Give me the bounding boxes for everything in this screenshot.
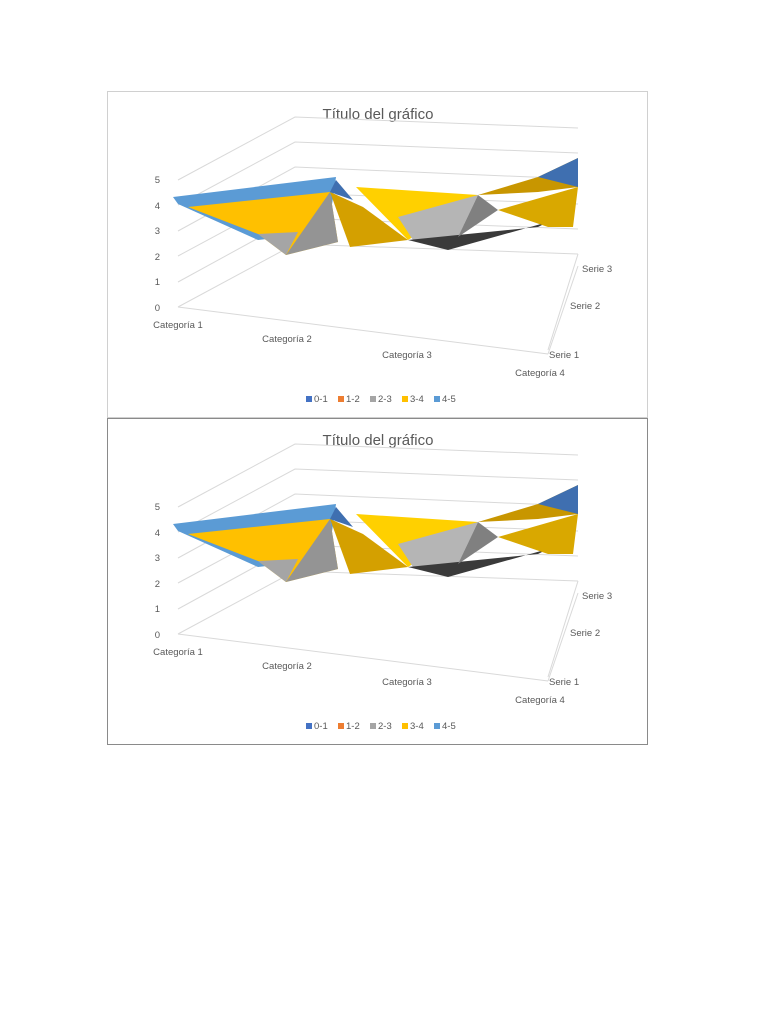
surface-patch [286, 519, 338, 582]
category-label: Categoría 3 [382, 350, 432, 361]
category-label: Categoría 1 [153, 320, 203, 331]
legend-swatch [306, 396, 312, 402]
z-tick: 5 [155, 502, 160, 513]
surface-patch [330, 192, 408, 247]
category-label: Categoría 2 [262, 334, 312, 345]
surface-patch [286, 192, 338, 255]
chart-2-svg: Título del gráfico [153, 432, 612, 732]
legend-swatch [306, 723, 312, 729]
series-label: Serie 1 [549, 677, 579, 688]
legend-swatch [338, 723, 344, 729]
legend-swatch [402, 723, 408, 729]
legend-label: 4-5 [442, 394, 456, 405]
category-axis: Categoría 1 Categoría 2 Categoría 3 Cate… [153, 647, 565, 706]
category-label: Categoría 4 [515, 368, 565, 379]
legend-label: 2-3 [378, 721, 392, 732]
category-label: Categoría 1 [153, 647, 203, 658]
legend-swatch [434, 723, 440, 729]
surface-patch [478, 158, 578, 195]
legend: 0-1 1-2 2-3 3-4 4-5 [306, 394, 456, 405]
legend-label: 4-5 [442, 721, 456, 732]
legend-swatch [370, 723, 376, 729]
legend-label: 2-3 [378, 394, 392, 405]
surface-patch [408, 549, 548, 577]
category-label: Categoría 4 [515, 695, 565, 706]
legend-label: 0-1 [314, 394, 328, 405]
z-tick: 4 [155, 201, 160, 212]
surface-patch [458, 522, 498, 564]
chart-1-svg: Título del gráfico [153, 106, 612, 405]
legend-label: 3-4 [410, 394, 424, 405]
chart-1: Título del gráfico [107, 91, 648, 418]
legend: 0-1 1-2 2-3 3-4 4-5 [306, 721, 456, 732]
surface-patch [458, 195, 498, 237]
surface [173, 158, 578, 255]
z-tick: 0 [155, 630, 160, 641]
series-label: Serie 2 [570, 628, 600, 639]
z-tick: 1 [155, 277, 160, 288]
surface-patch [330, 519, 408, 574]
category-label: Categoría 3 [382, 677, 432, 688]
surface-patch [478, 485, 578, 522]
z-tick: 1 [155, 604, 160, 615]
z-tick: 3 [155, 226, 160, 237]
surface-patch [498, 514, 578, 554]
legend-swatch [338, 396, 344, 402]
surface-patch [398, 522, 478, 567]
surface [173, 485, 578, 582]
legend-swatch [402, 396, 408, 402]
surface-patch [408, 222, 548, 250]
legend-label: 1-2 [346, 721, 360, 732]
z-axis: 0 1 2 3 4 5 [155, 175, 160, 314]
series-label: Serie 3 [582, 591, 612, 602]
surface-patch [498, 187, 578, 227]
legend-swatch [370, 396, 376, 402]
z-tick: 5 [155, 175, 160, 186]
surface-patch [258, 232, 298, 255]
z-tick: 2 [155, 252, 160, 263]
surface-patch [398, 195, 478, 240]
category-label: Categoría 2 [262, 661, 312, 672]
surface-patch [538, 485, 578, 514]
surface-patch [330, 180, 353, 200]
legend-label: 3-4 [410, 721, 424, 732]
legend-label: 0-1 [314, 721, 328, 732]
z-tick: 4 [155, 528, 160, 539]
legend-label: 1-2 [346, 394, 360, 405]
series-label: Serie 3 [582, 264, 612, 275]
series-label: Serie 1 [549, 350, 579, 361]
series-axis: Serie 1 Serie 2 Serie 3 [549, 591, 612, 688]
legend-swatch [434, 396, 440, 402]
series-label: Serie 2 [570, 301, 600, 312]
z-tick: 2 [155, 579, 160, 590]
category-axis: Categoría 1 Categoría 2 Categoría 3 Cate… [153, 320, 565, 379]
chart-2: Título del gráfico [107, 418, 648, 745]
z-axis: 0 1 2 3 4 5 [155, 502, 160, 641]
z-tick: 0 [155, 303, 160, 314]
surface-patch [330, 507, 353, 527]
surface-patch [538, 158, 578, 187]
chart-title: Título del gráfico [323, 432, 434, 449]
z-tick: 3 [155, 553, 160, 564]
series-axis: Serie 1 Serie 2 Serie 3 [549, 264, 612, 361]
surface-patch [258, 559, 298, 582]
